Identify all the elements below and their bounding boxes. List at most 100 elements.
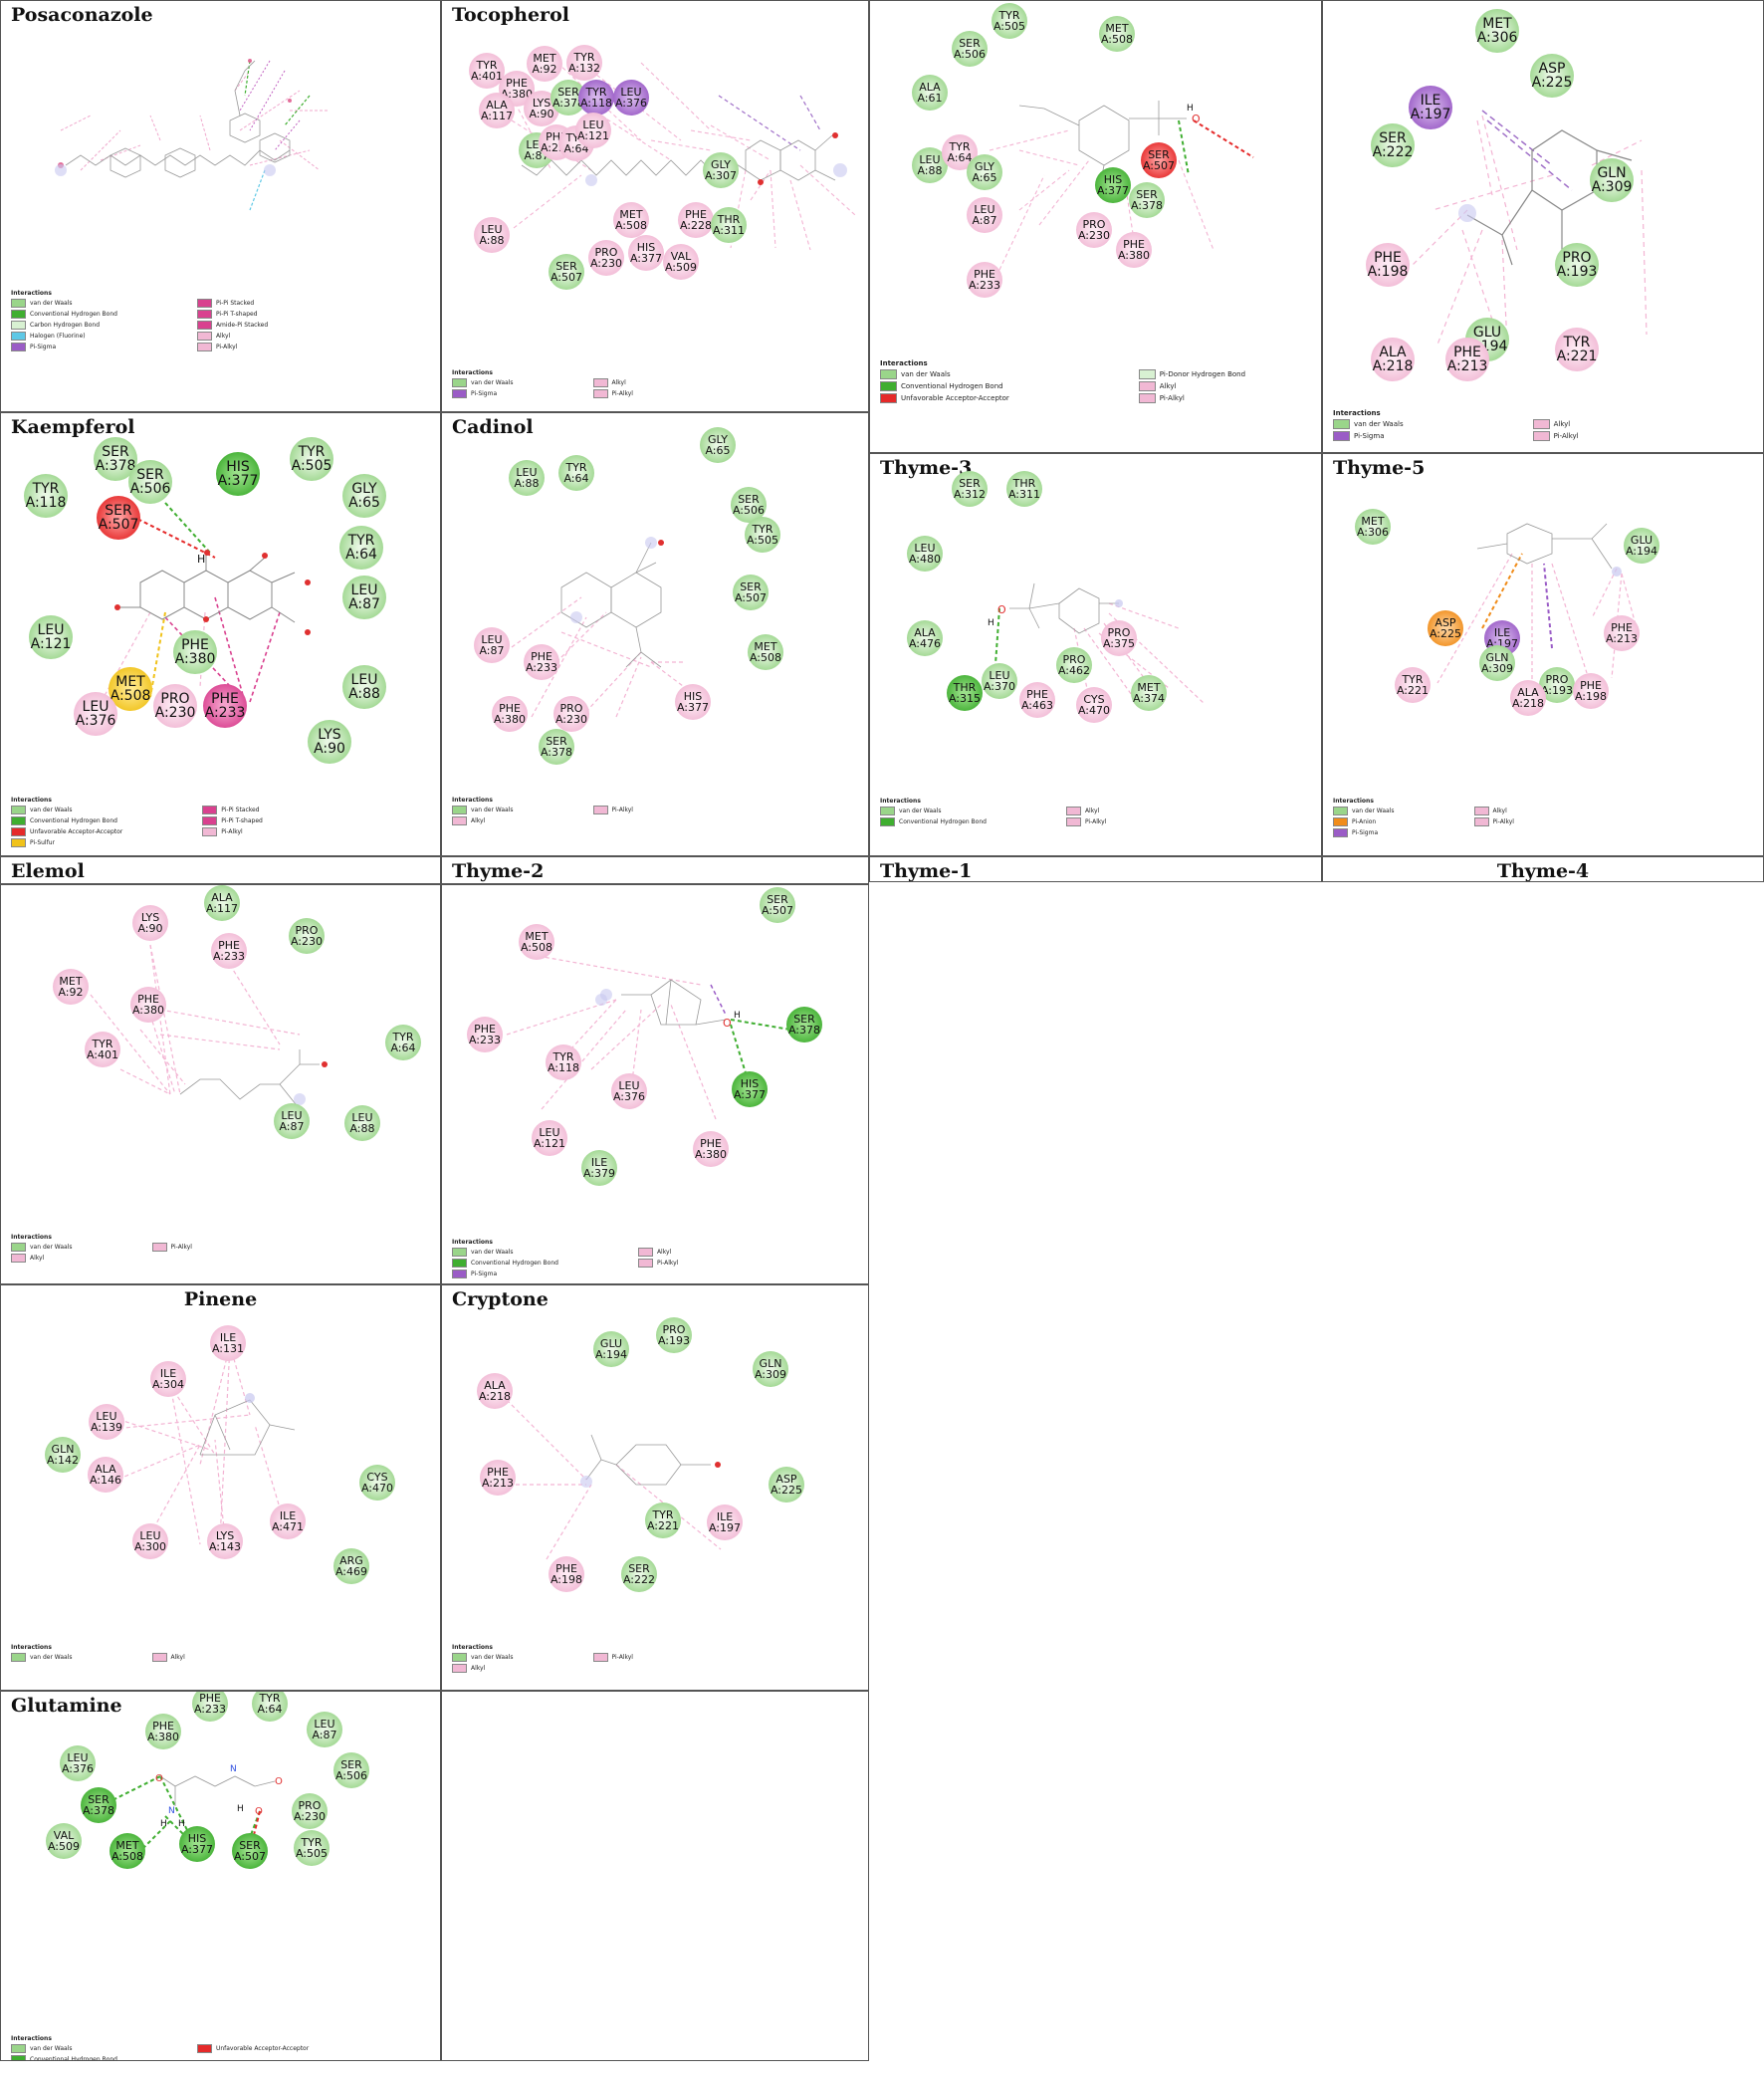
residue-name: SER <box>959 37 981 50</box>
residue-thr-315: THR A:315 <box>947 675 983 711</box>
legend-swatch <box>1065 817 1081 826</box>
residue-phe-380: PHE A:380 <box>1116 232 1152 268</box>
legend-label: van der Waals <box>30 300 73 307</box>
legend-swatch <box>1065 807 1081 815</box>
residue-met-508: MET A:508 <box>109 667 152 711</box>
residue-number: A:507 <box>98 517 139 533</box>
residue-name: MET <box>59 975 83 988</box>
legend-item-pialk: Pi-Alkyl <box>151 1243 192 1252</box>
residue-name: LEU <box>974 203 995 216</box>
residue-name: LEU <box>37 622 65 638</box>
residue-number: A:376 <box>75 713 116 729</box>
residue-name: SER <box>1148 148 1170 161</box>
legend-swatch <box>196 321 212 330</box>
residue-name: LEU <box>67 1751 89 1764</box>
legend-label: Pi-Alkyl <box>170 1244 192 1251</box>
residue-met-508: MET A:508 <box>613 202 649 238</box>
panel-glutamine: Glutamine O N H H O O H N PHE A:233 TYR A:6… <box>0 1691 441 2061</box>
interactions-legend: Interactions van der Waals Conventional Hy… <box>11 797 263 847</box>
residue-number: A:377 <box>1096 184 1130 197</box>
residue-ser-507: SER A:507 <box>760 887 795 923</box>
residue-thr-311: THR A:311 <box>1006 471 1042 507</box>
legend-item-hb: Conventional Hydrogen Bond <box>11 2055 117 2061</box>
residue-number: A:118 <box>25 495 67 511</box>
residue-name: LEU <box>919 153 941 166</box>
residue-number: A:378 <box>540 746 573 759</box>
legend-swatch <box>452 806 467 814</box>
residue-ala-476: ALA A:476 <box>907 620 943 656</box>
residue-number: A:380 <box>500 88 534 101</box>
legend-swatch <box>452 1653 467 1662</box>
svg-text:H: H <box>237 1804 244 1814</box>
interactions-legend: Interactions van der Waals Conventional Hy… <box>880 359 1245 403</box>
residue-tyr-221: TYR A:221 <box>645 1503 681 1538</box>
residue-name: TYR <box>301 1836 323 1849</box>
residue-name: HIS <box>683 690 703 703</box>
residue-phe-198: PHE A:198 <box>549 1556 584 1592</box>
legend-label: Conventional Hydrogen Bond <box>30 311 117 318</box>
legend-label: van der Waals <box>30 1244 73 1251</box>
residue-number: A:508 <box>749 651 782 664</box>
residue-number: A:233 <box>204 705 246 721</box>
residue-number: A:378 <box>95 458 136 474</box>
residue-pro-193: PRO A:193 <box>656 1317 692 1353</box>
legend-item-vdw: van der Waals <box>11 1243 73 1252</box>
ligand-diagram <box>501 1394 722 1560</box>
residue-leu-88: LEU A:88 <box>912 147 948 183</box>
legend-item-pialk: Pi-Alkyl <box>592 389 633 398</box>
residue-leu-376: LEU A:376 <box>613 80 649 116</box>
panel-thyme-1: O H TYR A:505 SER A:506 MET A:508 ALA A:61 LEU A:… <box>869 0 1322 453</box>
residue-his-377: HIS A:377 <box>732 1071 768 1107</box>
interactions-legend: Interactions van der Waals Conventional Hy… <box>11 2035 310 2061</box>
legend-swatch <box>11 2044 26 2053</box>
residue-tyr-132: TYR A:132 <box>566 45 602 81</box>
residue-number: A:197 <box>1485 637 1519 650</box>
legend-swatch <box>1532 431 1550 441</box>
residue-name: PRO <box>594 246 618 259</box>
residue-number: A:225 <box>1531 75 1573 91</box>
residue-number: A:378 <box>787 1024 821 1037</box>
residue-number: A:505 <box>291 458 332 474</box>
residue-gln-309: GLN A:309 <box>753 1351 788 1387</box>
residue-name: ALA <box>1517 686 1539 699</box>
residue-name: GLN <box>51 1443 75 1456</box>
residue-number: A:315 <box>948 692 982 705</box>
residue-gln-309: GLN A:309 <box>1590 158 1634 202</box>
legend-label: Alkyl <box>1492 808 1507 814</box>
residue-number: A:225 <box>1429 627 1462 640</box>
legend-label: Pi-Alkyl <box>221 828 243 835</box>
residue-ile-471: ILE A:471 <box>270 1504 306 1539</box>
residue-name: MET <box>533 52 556 65</box>
residue-leu-87: LEU A:87 <box>474 627 510 663</box>
legend-label: Pi-Alkyl <box>1492 818 1514 825</box>
residue-number: A:230 <box>293 1810 327 1823</box>
residue-number: A:230 <box>1077 229 1111 242</box>
residue-leu-139: LEU A:139 <box>89 1404 124 1440</box>
residue-number: A:64 <box>345 547 377 563</box>
residue-name: ILE <box>279 1509 297 1522</box>
residue-tyr-221: TYR A:221 <box>1555 328 1599 371</box>
residue-name: TYR <box>998 9 1020 22</box>
legend-label: Conventional Hydrogen Bond <box>30 2056 117 2061</box>
residue-tyr-221: TYR A:221 <box>1395 667 1431 703</box>
residue-name: PHE <box>1580 679 1602 692</box>
legend-swatch <box>11 1653 26 1662</box>
residue-gly-65: GLY A:65 <box>342 474 386 518</box>
residue-name: MET <box>1137 681 1161 694</box>
legend-swatch <box>202 806 218 814</box>
residue-met-508: MET A:508 <box>110 1833 145 1869</box>
residue-tyr-505: TYR A:505 <box>290 437 333 481</box>
legend-swatch <box>452 1664 467 1673</box>
legend-label: Unfavorable Acceptor-Acceptor <box>215 2045 310 2052</box>
legend-item-pialk: Pi-Alkyl <box>1065 817 1106 826</box>
legend-item-vdw: van der Waals <box>880 369 1009 379</box>
legend-swatch <box>880 817 895 826</box>
residue-met-508: MET A:508 <box>1099 16 1135 52</box>
residue-number: A:374 <box>1132 692 1166 705</box>
panel-title: Thyme-1 <box>880 860 973 882</box>
residue-name: TYR <box>259 1692 281 1705</box>
residue-name: LEU <box>351 1111 373 1124</box>
residue-ala-218: ALA A:218 <box>1510 680 1546 716</box>
residue-number: A:222 <box>1372 144 1414 160</box>
residue-number: A:198 <box>1574 690 1608 703</box>
